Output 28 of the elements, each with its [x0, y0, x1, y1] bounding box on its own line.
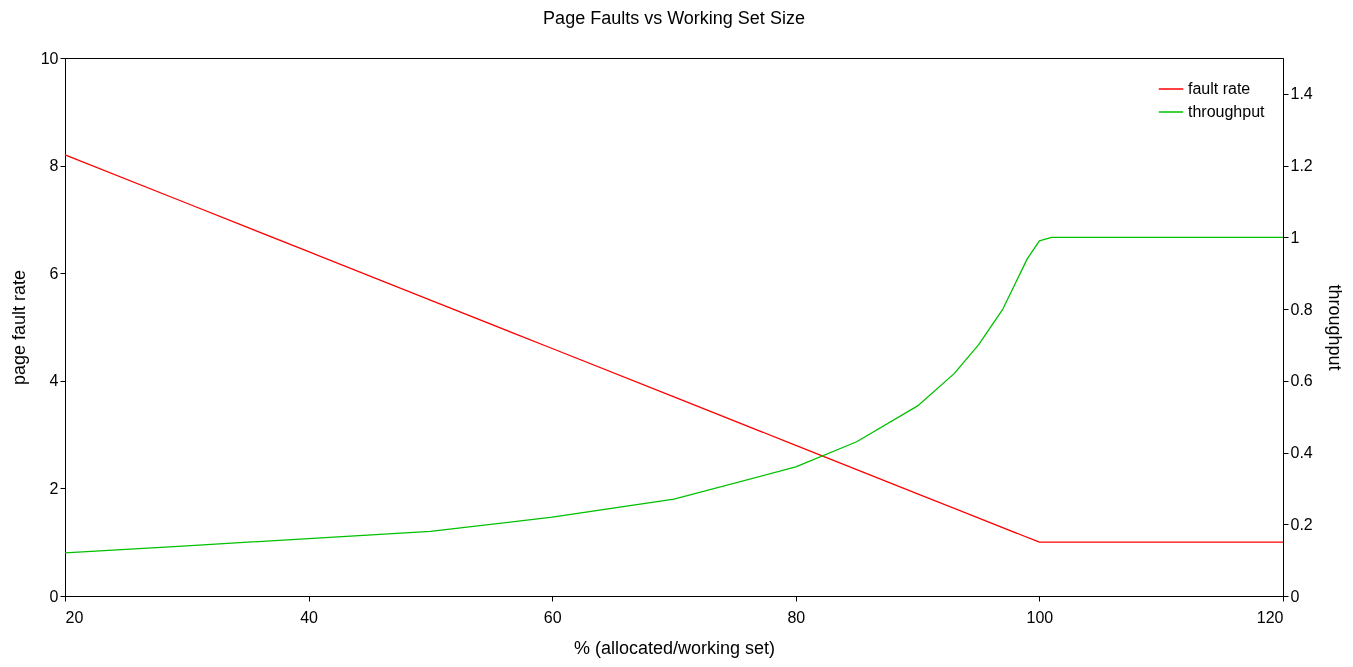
legend-label: fault rate — [1188, 80, 1251, 97]
line-series — [64, 154, 1284, 543]
y2-tick-label: 0 — [1290, 587, 1300, 605]
x-tick-label: 100 — [1026, 608, 1054, 626]
y-tick-label: 8 — [49, 157, 59, 175]
y-tick-label: 10 — [40, 49, 59, 67]
y2-tick-label: 1.2 — [1290, 157, 1313, 175]
y-tick-label: 2 — [49, 479, 59, 497]
legend-label: throughput — [1188, 103, 1266, 120]
y2-tick-label: 0.8 — [1290, 300, 1313, 318]
chart-title: Page Faults vs Working Set Size — [543, 8, 805, 28]
y2-tick-label: 1.4 — [1290, 85, 1313, 103]
x-tick-label: 60 — [543, 608, 562, 626]
x-tick-label: 80 — [787, 608, 806, 626]
y-tick-label: 6 — [49, 264, 59, 282]
x-tick-label: 20 — [65, 608, 84, 626]
y2-tick-label: 0.4 — [1290, 444, 1313, 462]
line-series — [64, 236, 1284, 554]
x-tick-label: 120 — [1256, 608, 1284, 626]
y-tick-label: 4 — [49, 372, 59, 390]
x-axis-title: % (allocated/working set) — [573, 637, 776, 658]
y2-axis-title: throughput — [1324, 284, 1345, 371]
y-tick-label: 0 — [49, 587, 59, 605]
y2-tick-label: 0.6 — [1290, 372, 1313, 390]
x-tick-label: 40 — [300, 608, 319, 626]
y2-tick-label: 1 — [1290, 228, 1300, 246]
y2-tick-label: 0.2 — [1290, 515, 1313, 533]
y-axis-title: page fault rate — [8, 269, 29, 386]
